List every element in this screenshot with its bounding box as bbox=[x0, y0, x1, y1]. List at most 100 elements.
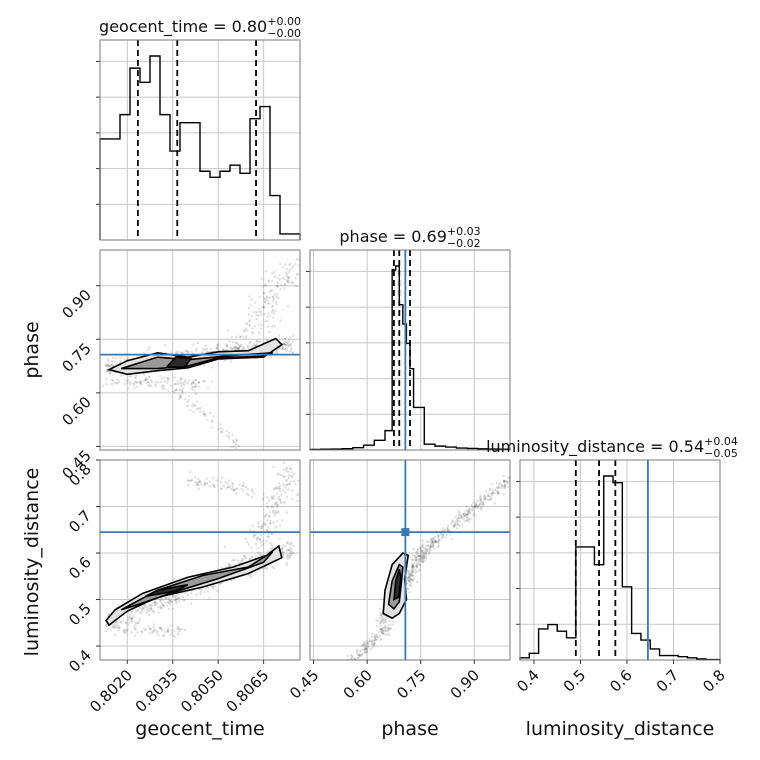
sample-point bbox=[415, 565, 419, 569]
sample-point bbox=[272, 521, 275, 524]
sample-point bbox=[384, 633, 388, 636]
sample-point bbox=[241, 557, 244, 560]
sample-point bbox=[290, 266, 294, 270]
sample-point bbox=[373, 638, 376, 642]
sample-point bbox=[275, 351, 279, 354]
sample-point bbox=[459, 514, 463, 518]
sample-point bbox=[288, 549, 292, 553]
sample-point bbox=[166, 630, 169, 634]
sample-point bbox=[411, 558, 414, 562]
sample-point bbox=[479, 497, 482, 501]
sample-point bbox=[424, 552, 427, 556]
sample-point bbox=[244, 485, 248, 489]
sample-point bbox=[146, 380, 149, 384]
sample-point bbox=[289, 552, 292, 555]
sample-point bbox=[113, 625, 117, 628]
sample-point bbox=[188, 408, 192, 412]
sample-point bbox=[275, 492, 278, 495]
sample-point bbox=[203, 483, 206, 486]
sample-point bbox=[281, 546, 284, 549]
sample-point bbox=[197, 407, 200, 410]
sample-point bbox=[209, 347, 212, 351]
sample-point bbox=[294, 482, 297, 486]
sample-point bbox=[235, 439, 238, 442]
sample-point bbox=[223, 545, 227, 548]
sample-point bbox=[184, 591, 187, 595]
sample-point bbox=[202, 379, 205, 383]
sample-point bbox=[489, 492, 493, 495]
sample-point bbox=[218, 582, 222, 586]
sample-point bbox=[234, 488, 238, 491]
sample-point bbox=[254, 554, 257, 557]
sample-point bbox=[497, 485, 500, 488]
sample-point bbox=[284, 467, 288, 470]
sample-point bbox=[453, 523, 456, 527]
sample-point bbox=[135, 609, 139, 613]
sample-point bbox=[187, 479, 190, 483]
sample-point bbox=[140, 630, 144, 634]
sample-point bbox=[462, 518, 465, 521]
sample-point bbox=[285, 272, 288, 276]
sample-point bbox=[136, 631, 139, 634]
sample-point bbox=[409, 577, 412, 580]
sample-point bbox=[421, 555, 424, 559]
sample-point bbox=[434, 540, 437, 543]
sample-point bbox=[275, 502, 279, 505]
sample-point bbox=[416, 580, 419, 584]
sample-point bbox=[257, 331, 261, 334]
sample-point bbox=[196, 483, 200, 487]
sample-point bbox=[282, 551, 285, 554]
sample-point bbox=[200, 588, 203, 591]
sample-point bbox=[279, 501, 282, 504]
sample-point bbox=[405, 587, 409, 591]
sample-point bbox=[268, 519, 272, 523]
sample-point bbox=[107, 364, 110, 367]
sample-point bbox=[281, 519, 284, 522]
sample-point bbox=[119, 620, 122, 623]
sample-point bbox=[407, 569, 410, 573]
sample-point bbox=[219, 480, 222, 484]
sample-point bbox=[488, 495, 492, 498]
sample-point bbox=[359, 654, 362, 657]
sample-point bbox=[268, 296, 271, 300]
sample-point bbox=[282, 265, 285, 269]
sample-point bbox=[415, 563, 419, 567]
sample-point bbox=[148, 603, 151, 607]
sample-point bbox=[448, 533, 452, 536]
sample-point bbox=[185, 349, 188, 352]
sample-point bbox=[210, 380, 214, 383]
sample-point bbox=[284, 491, 287, 494]
sample-point bbox=[203, 413, 206, 416]
sample-point bbox=[141, 606, 145, 610]
sample-point bbox=[426, 548, 430, 551]
sample-point bbox=[272, 506, 275, 509]
sample-point bbox=[187, 379, 191, 382]
sample-point bbox=[240, 559, 243, 563]
sample-point bbox=[244, 556, 248, 559]
sample-point bbox=[174, 599, 178, 603]
sample-point bbox=[276, 284, 279, 287]
sample-point bbox=[371, 642, 374, 645]
sample-point bbox=[156, 381, 160, 384]
sample-point bbox=[241, 558, 244, 562]
sample-point bbox=[426, 549, 429, 553]
sample-point bbox=[262, 291, 265, 295]
sample-point bbox=[407, 570, 410, 574]
sample-point bbox=[297, 479, 300, 482]
sample-point bbox=[278, 537, 282, 541]
sample-point bbox=[495, 489, 498, 492]
sample-point bbox=[373, 638, 377, 642]
sample-point bbox=[384, 626, 387, 629]
sample-point bbox=[235, 487, 238, 490]
sample-point bbox=[417, 561, 420, 564]
sample-point bbox=[456, 519, 460, 522]
sample-point bbox=[217, 428, 220, 431]
contour-line-2 bbox=[145, 583, 189, 598]
sample-point bbox=[133, 634, 137, 638]
sample-point bbox=[277, 495, 281, 499]
sample-point bbox=[290, 548, 293, 551]
sample-point bbox=[409, 574, 412, 577]
sample-point bbox=[222, 485, 225, 488]
sample-point bbox=[456, 510, 460, 513]
sample-point bbox=[270, 506, 273, 509]
